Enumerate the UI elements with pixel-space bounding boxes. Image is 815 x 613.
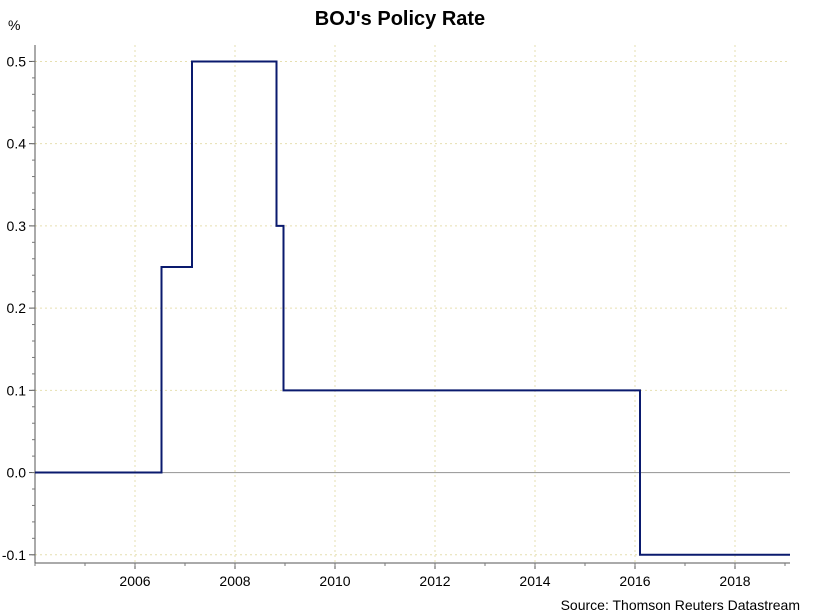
y-tick-label: 0.4 <box>7 136 27 152</box>
x-tick-label: 2006 <box>119 573 150 589</box>
x-tick-label: 2010 <box>319 573 350 589</box>
x-tick-label: 2018 <box>719 573 750 589</box>
y-tick-label: 0.0 <box>7 465 27 481</box>
y-tick-label: 0.3 <box>7 218 27 234</box>
x-tick-label: 2012 <box>419 573 450 589</box>
x-tick-label: 2008 <box>219 573 250 589</box>
y-axis-unit: % <box>8 17 20 33</box>
gridlines <box>35 45 790 563</box>
axes <box>34 45 790 564</box>
y-axis-ticks: -0.1 0.0 0.1 0.2 0.3 0.4 0.5 <box>2 53 35 563</box>
y-tick-label: 0.2 <box>7 300 27 316</box>
y-tick-label: 0.5 <box>7 53 27 69</box>
x-tick-label: 2014 <box>519 573 550 589</box>
source-note: Source: Thomson Reuters Datastream <box>561 597 800 613</box>
y-tick-label: -0.1 <box>2 547 26 563</box>
y-tick-label: 0.1 <box>7 382 27 398</box>
chart-title: BOJ's Policy Rate <box>315 8 485 30</box>
x-tick-label: 2016 <box>619 573 650 589</box>
policy-rate-line <box>35 60 790 556</box>
series-lines <box>35 60 790 556</box>
x-axis-ticks: 2006 2008 2010 2012 2014 2016 2018 <box>34 563 786 589</box>
